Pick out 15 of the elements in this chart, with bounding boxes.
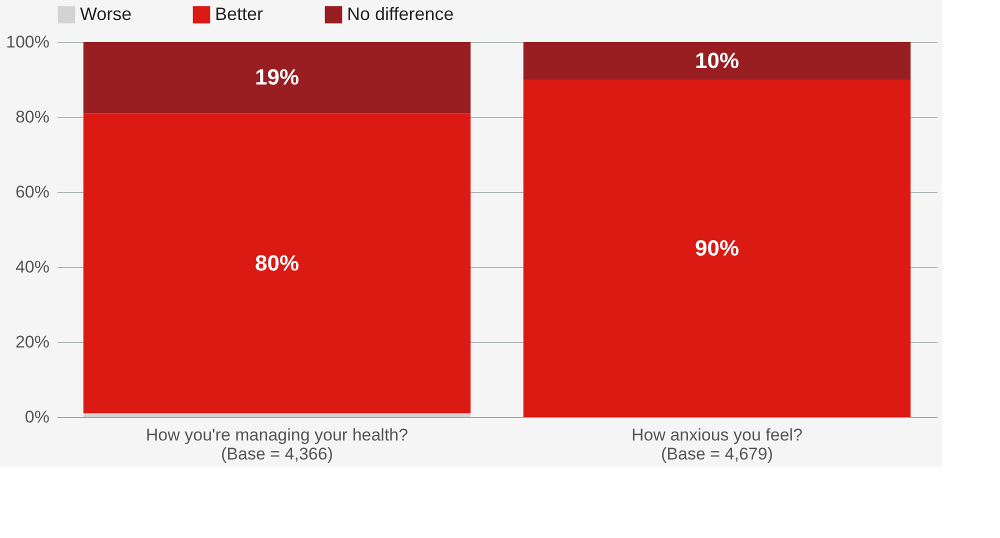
data-label: 80% (254, 250, 300, 276)
x-tick-label: How anxious you feel? (Base = 4,679) (631, 426, 803, 464)
y-tick-label: 0% (24, 408, 50, 426)
y-tick-label: 100% (6, 32, 50, 52)
legend-label: Better (215, 4, 264, 24)
y-tick-label: 80% (15, 108, 50, 126)
x-tick-label: How you're managing your health? (Base = 4,366) (146, 426, 408, 464)
data-label: 90% (694, 235, 740, 260)
data-label: 10% (694, 48, 740, 73)
data-label: 19% (254, 64, 300, 90)
y-tick-label: 20% (15, 332, 50, 352)
legend-label: Worse (80, 4, 132, 24)
legend-label: No difference (347, 4, 454, 24)
y-tick-label: 40% (15, 258, 50, 276)
y-tick-label: 60% (15, 182, 50, 202)
